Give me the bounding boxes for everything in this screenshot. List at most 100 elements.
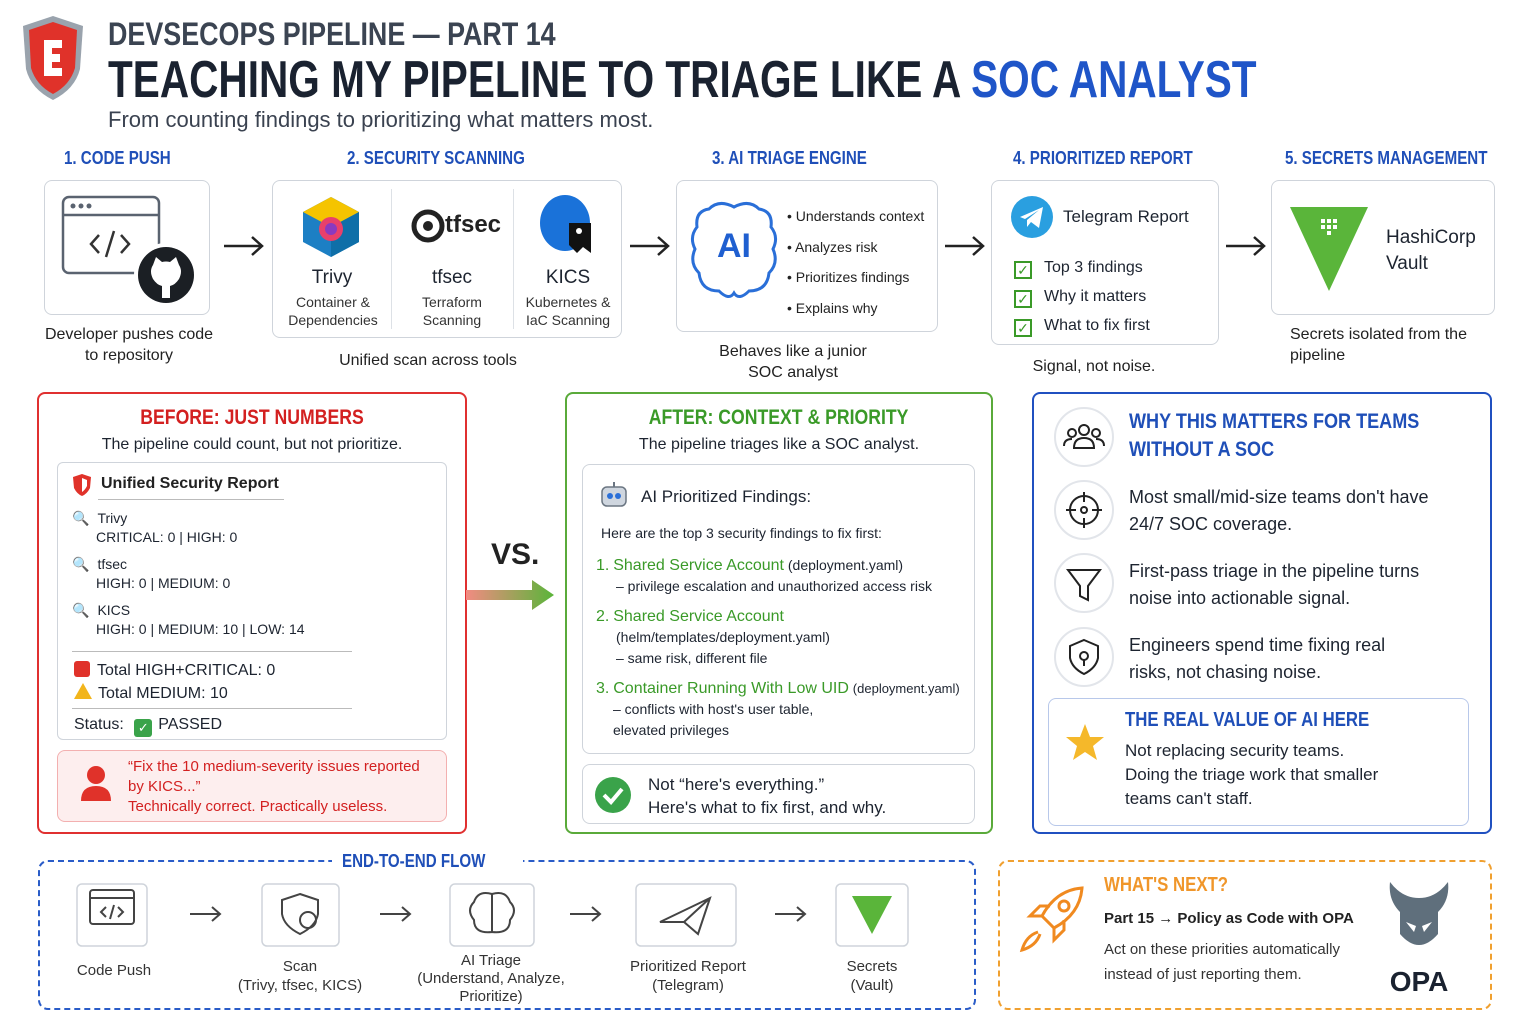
element [281, 892, 319, 936]
element [224, 236, 264, 256]
element: • Analyzes risk [787, 238, 878, 255]
finding-file: (deployment.yaml) [787, 557, 904, 573]
element [602, 787, 624, 805]
element [1333, 225, 1337, 229]
element [1054, 627, 1114, 687]
element: Prioritized Report (Telegram) [608, 957, 768, 995]
element [1327, 231, 1331, 235]
element: • Explains why [787, 299, 878, 316]
element [469, 892, 515, 934]
element [151, 257, 181, 298]
tool-counts: HIGH: 0 | MEDIUM: 10 | LOW: 14 [96, 621, 305, 637]
bullet: Explains why [795, 299, 878, 316]
robot-icon [601, 482, 627, 507]
element [1080, 506, 1088, 514]
finding-name: Shared Service Account [613, 608, 784, 625]
element [89, 889, 807, 936]
element: WHY THIS MATTERS FOR TEAMS WITHOUT A SOC [1129, 408, 1429, 464]
element [299, 911, 317, 929]
callout-box: Not “here's everything.” Here's what to f… [582, 764, 975, 824]
finding-detail: – conflicts with host's user table, elev… [613, 701, 814, 738]
after-panel: AFTER: CONTEXT & PRIORITY The pipeline t… [565, 392, 993, 834]
element [86, 203, 92, 209]
check-item: What to fix first [1044, 317, 1150, 334]
element: DEVSECOPS PIPELINE — PART 14 [108, 16, 641, 53]
finding-num: 3. [596, 680, 610, 697]
element [466, 580, 554, 610]
element [325, 223, 337, 235]
status-value: PASSED [158, 716, 222, 733]
title: TEACHING MY PIPELINE TO TRIAGE LIKE A [108, 51, 960, 109]
step-arrows [224, 236, 1266, 256]
element: • Prioritizes findings [787, 269, 910, 285]
shield-logo [23, 16, 83, 100]
why-point: First-pass triage in the pipeline turns … [1129, 561, 1420, 608]
flow-title: END-TO-END FLOW [342, 851, 486, 871]
element: BEFORE: JUST NUMBERS [39, 406, 465, 430]
element [120, 234, 131, 254]
bullet: Analyzes risk [795, 238, 878, 255]
element [1054, 480, 1114, 540]
element: 2. SECURITY SCANNING [347, 148, 559, 169]
vault-icon [1290, 207, 1368, 291]
element: ✓ What to fix first [1014, 311, 1150, 340]
tool-name: Trivy [97, 510, 128, 526]
element: Not replacing security teams. Doing the t… [1125, 739, 1415, 811]
element [1226, 236, 1266, 256]
element: Not “here's everything.” Here's what to f… [648, 773, 886, 819]
element: Secrets (Vault) [822, 957, 922, 995]
step-heading: 3. AI TRIAGE ENGINE [712, 148, 867, 168]
element [190, 906, 807, 922]
element: “Fix the 10 medium-severity issues repor… [128, 757, 428, 817]
verdict: Technically correct. Practically useless… [128, 798, 388, 815]
element [630, 236, 670, 256]
element [595, 777, 631, 813]
element [1321, 219, 1337, 235]
finding-file: (deployment.yaml) [852, 681, 960, 696]
element [852, 896, 892, 934]
decoration [74, 661, 90, 677]
element [1040, 886, 1084, 930]
element [1321, 219, 1325, 223]
kics-logo [540, 195, 591, 253]
element [569, 223, 591, 253]
step-caption: Behaves like a junior SOC analyst [719, 343, 867, 381]
element: Scan (Trivy, tfsec, KICS) [225, 957, 375, 995]
decoration: 🔍 [72, 556, 90, 572]
element: 🔍 Trivy CRITICAL: 0 | HIGH: 0 🔍 tfsec HIGH: … [72, 509, 305, 639]
element: WHAT'S NEXT? [1104, 874, 1252, 897]
element [99, 906, 107, 918]
element [945, 236, 985, 256]
after-subtitle: The pipeline triages like a SOC analyst. [638, 436, 920, 453]
opa-logo [1389, 882, 1449, 945]
element: 1. CODE PUSH [64, 148, 191, 169]
element: 3. AI TRIAGE ENGINE [712, 148, 896, 169]
element [690, 202, 778, 298]
flow-sub: (Telegram) [652, 977, 724, 994]
decoration [74, 683, 92, 699]
value-title: THE REAL VALUE OF AI HERE [1125, 709, 1370, 731]
element [1091, 428, 1101, 438]
vault-title: HashiCorp Vault [1386, 227, 1476, 274]
element [82, 478, 87, 492]
callout-line: Not “here's everything.” [648, 775, 825, 794]
total: Total HIGH+CRITICAL: 0 [97, 662, 276, 679]
element [1063, 424, 1105, 676]
element [224, 236, 1266, 256]
trivy-logo [303, 197, 359, 257]
element: AI Triage (Understand, Analyze, Prioritiz… [406, 952, 576, 1006]
star-icon [1066, 724, 1104, 760]
next-panel: WHAT'S NEXT? Part 15 → Policy as Code wi… [998, 860, 1492, 1010]
report-title: Unified Security Report [101, 475, 279, 492]
element: 🔍 KICS HIGH: 0 | MEDIUM: 10 | LOW: 14 [72, 601, 305, 639]
report-card: Telegram Report ✓ Top 3 findings ✓ Why it … [991, 180, 1219, 345]
element [1290, 207, 1368, 291]
element: 🔍 Trivy CRITICAL: 0 | HIGH: 0 [72, 509, 305, 547]
report-title: Telegram Report [1063, 207, 1189, 226]
flow-sub: (Trivy, tfsec, KICS) [237, 977, 363, 994]
tool-name: KICS [97, 602, 131, 618]
element [1019, 886, 1084, 953]
tool-desc: Container & Dependencies [288, 294, 378, 328]
rocket-icon [1019, 886, 1084, 953]
report-box: Unified Security Report 🔍 Trivy CRITICAL: … [57, 462, 447, 740]
